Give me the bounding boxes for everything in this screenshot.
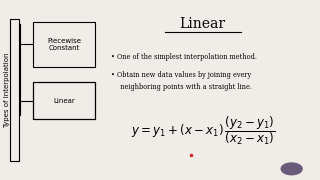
- Circle shape: [281, 163, 302, 175]
- FancyBboxPatch shape: [33, 82, 95, 119]
- FancyBboxPatch shape: [33, 22, 95, 67]
- Text: Types of Interpolation: Types of Interpolation: [4, 52, 10, 128]
- Text: neighboring points with a straight line.: neighboring points with a straight line.: [116, 83, 252, 91]
- Text: Linear: Linear: [180, 17, 226, 31]
- Text: Linear: Linear: [53, 98, 75, 104]
- Text: Piecewise
Constant: Piecewise Constant: [47, 37, 81, 51]
- Text: $y = y_1 + (x - x_1)\,\dfrac{(y_2 - y_1)}{(x_2 - x_1)}$: $y = y_1 + (x - x_1)\,\dfrac{(y_2 - y_1)…: [131, 114, 275, 147]
- Text: • One of the simplest interpolation method.: • One of the simplest interpolation meth…: [111, 53, 257, 61]
- FancyBboxPatch shape: [10, 19, 19, 161]
- Text: • Obtain new data values by joining every: • Obtain new data values by joining ever…: [111, 71, 251, 79]
